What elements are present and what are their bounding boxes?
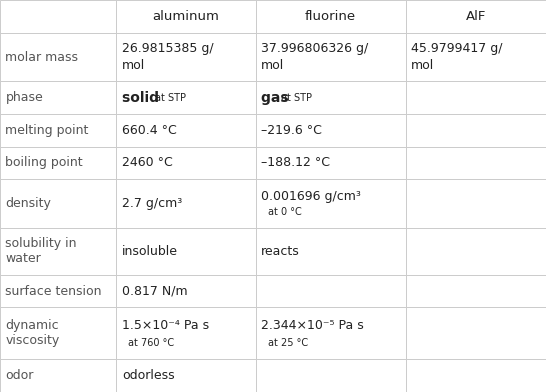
Text: mol: mol [261, 59, 284, 73]
Text: density: density [5, 197, 51, 210]
Text: 26.9815385 g/: 26.9815385 g/ [122, 42, 213, 55]
Bar [0, 114, 116, 147]
Text: at 25 °C: at 25 °C [268, 338, 307, 348]
Bar [406, 0, 546, 33]
Bar [116, 0, 256, 33]
Bar [0, 359, 116, 392]
Bar [0, 179, 116, 228]
Bar [406, 228, 546, 275]
Bar [116, 33, 256, 82]
Text: 45.9799417 g/: 45.9799417 g/ [411, 42, 503, 55]
Text: mol: mol [122, 59, 145, 73]
Text: odorless: odorless [122, 369, 174, 382]
Text: solubility in
water: solubility in water [5, 238, 77, 265]
Bar [256, 228, 406, 275]
Text: phase: phase [5, 91, 43, 104]
Text: 37.996806326 g/: 37.996806326 g/ [261, 42, 368, 55]
Bar [256, 147, 406, 179]
Text: AlF: AlF [466, 10, 486, 23]
Bar [0, 275, 116, 307]
Bar [116, 114, 256, 147]
Text: –188.12 °C: –188.12 °C [261, 156, 330, 169]
Bar [116, 82, 256, 114]
Bar [256, 0, 406, 33]
Bar [406, 179, 546, 228]
Text: boiling point: boiling point [5, 156, 83, 169]
Text: fluorine: fluorine [305, 10, 356, 23]
Bar [0, 147, 116, 179]
Text: 0.817 N/m: 0.817 N/m [122, 285, 187, 298]
Bar [256, 114, 406, 147]
Bar [406, 359, 546, 392]
Text: at 760 °C: at 760 °C [128, 338, 174, 348]
Bar [256, 179, 406, 228]
Text: 2.7 g/cm³: 2.7 g/cm³ [122, 197, 182, 210]
Text: at 0 °C: at 0 °C [268, 207, 301, 218]
Text: melting point: melting point [5, 124, 89, 137]
Text: molar mass: molar mass [5, 51, 79, 64]
Bar [0, 82, 116, 114]
Text: insoluble: insoluble [122, 245, 178, 258]
Text: 2460 °C: 2460 °C [122, 156, 173, 169]
Bar [0, 0, 116, 33]
Bar [256, 33, 406, 82]
Text: 660.4 °C: 660.4 °C [122, 124, 176, 137]
Text: gas: gas [261, 91, 298, 105]
Text: –219.6 °C: –219.6 °C [261, 124, 322, 137]
Bar [256, 82, 406, 114]
Bar [406, 275, 546, 307]
Bar [406, 307, 546, 359]
Text: at STP: at STP [281, 93, 312, 103]
Bar [256, 359, 406, 392]
Text: odor: odor [5, 369, 34, 382]
Text: reacts: reacts [261, 245, 300, 258]
Text: surface tension: surface tension [5, 285, 102, 298]
Bar [406, 114, 546, 147]
Text: mol: mol [411, 59, 435, 73]
Text: at STP: at STP [155, 93, 186, 103]
Bar [256, 275, 406, 307]
Text: 0.001696 g/cm³: 0.001696 g/cm³ [261, 190, 361, 203]
Bar [256, 307, 406, 359]
Text: aluminum: aluminum [152, 10, 219, 23]
Bar [406, 33, 546, 82]
Bar [116, 228, 256, 275]
Text: dynamic
viscosity: dynamic viscosity [5, 319, 60, 347]
Bar [116, 275, 256, 307]
Bar [406, 82, 546, 114]
Bar [116, 147, 256, 179]
Bar [116, 307, 256, 359]
Text: solid: solid [122, 91, 169, 105]
Text: 1.5×10⁻⁴ Pa s: 1.5×10⁻⁴ Pa s [122, 319, 209, 332]
Text: 2.344×10⁻⁵ Pa s: 2.344×10⁻⁵ Pa s [261, 319, 364, 332]
Bar [0, 307, 116, 359]
Bar [116, 359, 256, 392]
Bar [0, 33, 116, 82]
Bar [0, 228, 116, 275]
Bar [406, 147, 546, 179]
Bar [116, 179, 256, 228]
